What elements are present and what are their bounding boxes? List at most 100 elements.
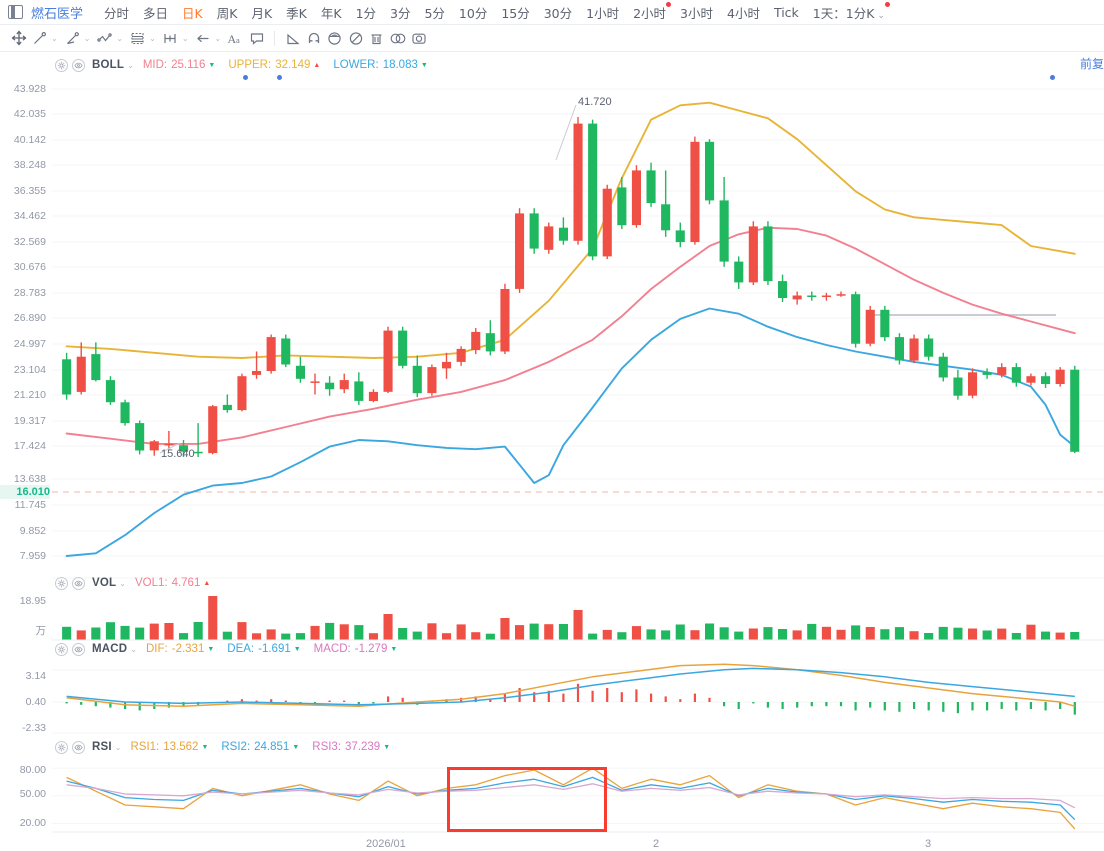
- eye-icon[interactable]: [72, 740, 85, 754]
- panel-layout-icon[interactable]: [8, 5, 23, 19]
- svg-text:a: a: [236, 35, 240, 45]
- gear-icon[interactable]: [55, 642, 68, 656]
- indicator-name-rsi[interactable]: RSI: [92, 741, 112, 753]
- period-tab-8[interactable]: 3分: [383, 3, 417, 22]
- comment-bubble-icon[interactable]: [246, 28, 267, 49]
- trendline-dropdown-icon[interactable]: ⌄: [51, 33, 58, 43]
- period-tab-15[interactable]: 3小时: [673, 3, 720, 22]
- x-axis-label-2: 2: [653, 838, 660, 850]
- period-tab-label: 多日: [143, 5, 169, 21]
- period-tab-14[interactable]: 2小时: [626, 1, 673, 22]
- period-tab-1[interactable]: 多日: [136, 3, 175, 22]
- eye-icon[interactable]: [72, 58, 85, 72]
- price-axis-label: 21.210: [13, 389, 46, 401]
- polyline-dropdown-icon[interactable]: ⌄: [83, 33, 91, 43]
- period-tab-13[interactable]: 1小时: [579, 3, 626, 22]
- indicator-name-vol[interactable]: VOL: [92, 577, 117, 589]
- move-crosshair-icon[interactable]: [8, 28, 29, 49]
- period-tab-label: 分时: [104, 5, 130, 21]
- eye-icon[interactable]: [72, 576, 85, 590]
- period-tab-bar: 燃石医学 分时 多日 日K 周K 月K 季K 年K 1分 3分 5分 10分 15分 30分 1小时 2小时…: [0, 0, 1104, 25]
- gear-icon[interactable]: [55, 58, 68, 72]
- period-tab-18[interactable]: 1天：1分K ⌄: [806, 1, 892, 22]
- polyline-icon[interactable]: [62, 28, 83, 49]
- hide-drawings-icon[interactable]: [345, 28, 366, 49]
- period-tab-0[interactable]: 分时: [97, 3, 136, 22]
- eye-icon[interactable]: [72, 642, 85, 656]
- fibonacci-icon[interactable]: [127, 28, 148, 49]
- indicator-header-vol: VOL ⌄ VOL1: 4.761 ▲: [55, 574, 223, 592]
- triangle-down-icon: ▼: [207, 646, 215, 653]
- trash-icon[interactable]: [366, 28, 387, 49]
- high-price-annotation: 41.720: [578, 96, 612, 108]
- adjust-mode-label[interactable]: 前复: [1079, 57, 1104, 71]
- gear-icon[interactable]: [55, 576, 68, 590]
- period-tab-2[interactable]: 日K: [175, 3, 210, 22]
- arrow-left-icon[interactable]: [193, 28, 214, 49]
- period-tab-12[interactable]: 30分: [537, 3, 579, 22]
- period-tab-label: 3分: [390, 5, 411, 21]
- stock-name[interactable]: 燃石医学: [31, 6, 84, 22]
- chevron-down-icon[interactable]: ⌄: [127, 60, 134, 70]
- magnet-icon[interactable]: [303, 28, 324, 49]
- indicator-field-rsi-1: RSI2: 24.851 ▼: [221, 741, 299, 753]
- indicator-field-value: 18.083: [382, 59, 418, 71]
- period-tab-17[interactable]: Tick: [767, 5, 806, 20]
- indicator-name-macd[interactable]: MACD: [92, 643, 128, 655]
- arrow-dropdown-icon[interactable]: ⌄: [214, 33, 222, 43]
- camera-icon[interactable]: [408, 28, 429, 49]
- horizontal-range-icon[interactable]: [160, 28, 181, 49]
- period-tab-5[interactable]: 季K: [279, 3, 314, 22]
- chevron-down-icon[interactable]: ⌄: [130, 644, 137, 654]
- trendline-icon[interactable]: [29, 28, 50, 49]
- indicator-field-value: 24.851: [254, 741, 290, 753]
- period-tab-10[interactable]: 10分: [452, 3, 494, 22]
- price-axis-label: 32.569: [13, 236, 46, 248]
- chevron-down-icon[interactable]: ⌄: [114, 742, 122, 752]
- period-tab-6[interactable]: 年K: [314, 3, 349, 22]
- period-tab-11[interactable]: 15分: [494, 3, 536, 22]
- indicator-field-boll-0: MID: 25.116 ▼: [143, 59, 216, 71]
- gear-icon[interactable]: [55, 740, 68, 754]
- price-axis-label: 24.997: [13, 338, 46, 350]
- wave-line-icon[interactable]: [94, 28, 115, 49]
- indicator-name-boll[interactable]: BOLL: [92, 59, 125, 71]
- indicator-header-boll: BOLL ⌄ MID: 25.116 ▼ UPPER: 32.149 ▲ LOWER: 18.08…: [55, 56, 441, 74]
- period-tab-4[interactable]: 月K: [244, 3, 279, 22]
- event-marker-dot[interactable]: [277, 75, 282, 80]
- compare-icon[interactable]: [387, 28, 408, 49]
- period-tab-label: 日K: [182, 5, 203, 21]
- rsi-axis-label-1: 80.00: [19, 764, 46, 776]
- chevron-down-icon[interactable]: ⌄: [877, 10, 885, 21]
- low-price-annotation: 15.640: [161, 448, 195, 460]
- horizontal-range-dropdown-icon[interactable]: ⌄: [181, 33, 189, 43]
- indicator-field-rsi-0: RSI1: 13.562 ▼: [130, 741, 208, 753]
- triangle-up-icon: ▲: [313, 62, 321, 69]
- event-marker-dot[interactable]: [1050, 75, 1055, 80]
- period-tab-16[interactable]: 4小时: [720, 3, 767, 22]
- rsi-highlight-box[interactable]: [447, 767, 607, 832]
- triangle-down-icon: ▼: [201, 744, 209, 751]
- wave-line-dropdown-icon[interactable]: ⌄: [116, 33, 124, 43]
- indicator-field-key: RSI3:: [312, 741, 342, 753]
- period-tab-3[interactable]: 周K: [210, 3, 245, 22]
- event-marker-dot[interactable]: [243, 75, 248, 80]
- period-tab-9[interactable]: 5分: [417, 3, 451, 22]
- period-tab-label: 15分: [501, 5, 530, 21]
- period-tab-label: 月K: [251, 5, 273, 21]
- fibonacci-dropdown-icon[interactable]: ⌄: [149, 33, 156, 43]
- lock-link-icon[interactable]: [324, 28, 345, 49]
- indicator-field-macd-0: DIF: -2.331 ▼: [146, 643, 214, 655]
- chart-canvas[interactable]: BOLL ⌄ MID: 25.116 ▼ UPPER: 32.149 ▲ LOWER: 18.08…: [0, 53, 1104, 851]
- indicator-field-value: 37.239: [345, 741, 381, 753]
- period-tab-7[interactable]: 1分: [349, 3, 383, 22]
- period-tab-label: 3小时: [680, 5, 713, 21]
- chevron-down-icon[interactable]: ⌄: [119, 578, 126, 588]
- price-axis-label: 30.676: [13, 261, 46, 273]
- indicator-field-boll-1: UPPER: 32.149 ▲: [228, 59, 320, 71]
- indicator-field-value: -1.691: [258, 643, 291, 655]
- angle-icon[interactable]: [282, 28, 303, 49]
- triangle-down-icon: ▼: [420, 62, 428, 69]
